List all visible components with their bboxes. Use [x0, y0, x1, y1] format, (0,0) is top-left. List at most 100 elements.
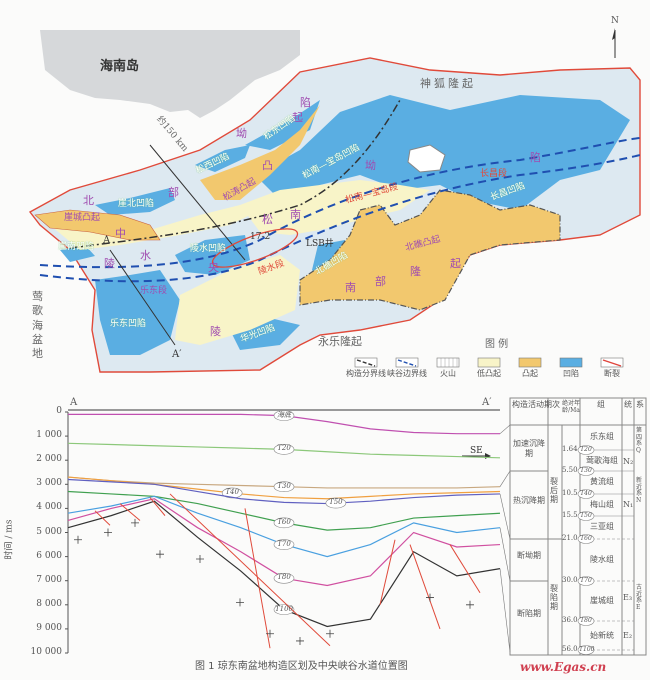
- south-uplift-1: 南: [345, 281, 356, 294]
- legend-swatch: [436, 357, 460, 368]
- legend-label: 断裂: [604, 369, 620, 378]
- legend-label: 凹陷: [563, 369, 579, 378]
- legend-label: 凸起: [522, 369, 538, 378]
- stage-label: 裂陷期: [550, 584, 558, 611]
- age-horizon: T70: [580, 577, 592, 584]
- profile-end-map: A′: [172, 349, 182, 360]
- fault: [119, 503, 141, 521]
- hainan-island: [40, 30, 300, 118]
- y-tick-label: 3 000: [36, 478, 62, 489]
- canyon-boundary: [39, 154, 641, 283]
- age-horizon: T60: [580, 535, 592, 542]
- formation-label: 梅山组: [590, 500, 614, 509]
- basement-symbol: [74, 535, 82, 544]
- fault: [409, 544, 441, 630]
- lingnan-label: 陵: [210, 325, 221, 338]
- formation-label: 乐东组: [590, 432, 614, 441]
- low-uplift-songnan: [240, 180, 430, 235]
- horizon-label: T100: [274, 604, 294, 613]
- basement-symbol: [131, 518, 139, 527]
- horizon-label: T40: [225, 487, 239, 496]
- series-label: E₂: [623, 631, 633, 640]
- horizon-label: T50: [329, 498, 343, 507]
- segment-ledong: 乐东段: [140, 286, 168, 296]
- series-label: N₂: [623, 457, 634, 466]
- age-horizon: T40: [580, 490, 592, 497]
- well-label: LSB井: [306, 239, 334, 249]
- central-depression-1: 中: [115, 227, 126, 240]
- system-label: 古近系E: [636, 584, 643, 611]
- map: [28, 28, 641, 373]
- age-horizon-oval: [577, 489, 595, 499]
- depression-yanan: [60, 245, 95, 262]
- age-value: 5.50: [562, 466, 578, 474]
- formation-label: 黄流组: [590, 477, 614, 486]
- section-start: A: [70, 397, 78, 408]
- formation-label: 崖城组: [590, 596, 614, 605]
- table-header: 构造活动期次: [512, 400, 560, 409]
- uplift-songtao: [200, 105, 320, 200]
- depression-songnan-baodao: [255, 95, 630, 210]
- table-header: 组: [597, 400, 605, 409]
- low-uplift-lingnan: [175, 255, 300, 345]
- horizon-label: T70: [277, 539, 291, 548]
- legend-swatch: [477, 357, 501, 368]
- y-tick-label: 6 000: [36, 550, 62, 561]
- north-depression-3: 坳: [236, 127, 247, 140]
- legend-swatch: [518, 357, 542, 368]
- section-end: A′: [482, 397, 492, 408]
- basement-symbol: [236, 598, 244, 607]
- basement-symbol: [104, 528, 112, 537]
- table-header: 绝对年龄/Ma: [562, 400, 581, 414]
- horizon-label-oval: [273, 517, 295, 529]
- central-depression-4: 陷: [530, 151, 541, 164]
- fault: [379, 539, 396, 605]
- horizon-label: T60: [277, 517, 291, 526]
- south-uplift-3: 隆: [410, 265, 421, 278]
- table-header: 系: [636, 400, 644, 409]
- formation-label: 莺歌海组: [586, 456, 618, 465]
- horizon-label: T80: [277, 573, 291, 582]
- age-value: 10.5: [562, 489, 578, 497]
- fault: [169, 493, 331, 647]
- age-value: 1.64: [562, 445, 578, 453]
- songnan-label-2: 南: [290, 208, 301, 221]
- y-tick-label: 9 000: [36, 622, 62, 633]
- age-horizon-oval: [577, 534, 595, 544]
- age-horizon-oval: [577, 445, 595, 455]
- age-horizon: T20: [580, 446, 592, 453]
- age-horizon-oval: [577, 511, 595, 521]
- basement-symbol: [326, 629, 334, 638]
- y-tick-label: 0: [56, 406, 62, 416]
- formation-label: 始新统: [590, 631, 614, 640]
- uplift-yacheng-label: 崖城凸起: [64, 213, 101, 223]
- uplift-yacheng: [34, 209, 161, 241]
- y-tick-label: 4 000: [36, 502, 62, 513]
- age-horizon: T100: [579, 646, 595, 653]
- figure-caption: 图 1 琼东南盆地构造区划及中央峡谷水道位置图: [195, 661, 408, 672]
- horizon-label-oval: [221, 487, 243, 499]
- shenhu-label: 神狐隆起: [420, 77, 476, 90]
- phase-label: 加速沉降期: [513, 439, 545, 458]
- lingshui-low-label-2: 水: [140, 249, 151, 262]
- strat-table-grid: [499, 397, 647, 656]
- horizon-label: 海底: [277, 410, 291, 419]
- age-horizon-oval: [577, 576, 595, 586]
- age-value: 15.5: [562, 511, 578, 519]
- central-depression-3: 坳: [365, 159, 376, 172]
- legend-label: 低凸起: [477, 369, 501, 378]
- stage-label: 裂后期: [550, 477, 558, 504]
- depression-yabei: [95, 188, 175, 215]
- age-horizon: T50: [580, 512, 592, 519]
- phase-label: 热沉降期: [513, 496, 545, 505]
- y-tick-label: 5 000: [36, 526, 62, 537]
- low-uplift-lingshui: [38, 205, 260, 250]
- sag-yabei: 崖北凹陷: [118, 199, 155, 209]
- profile-start-map: A: [103, 235, 111, 246]
- sag-yanan: 崖南凹陷: [58, 242, 95, 252]
- depression-songdong: [245, 100, 320, 150]
- fault: [149, 497, 166, 516]
- legend-label: 峡谷边界线: [387, 369, 427, 378]
